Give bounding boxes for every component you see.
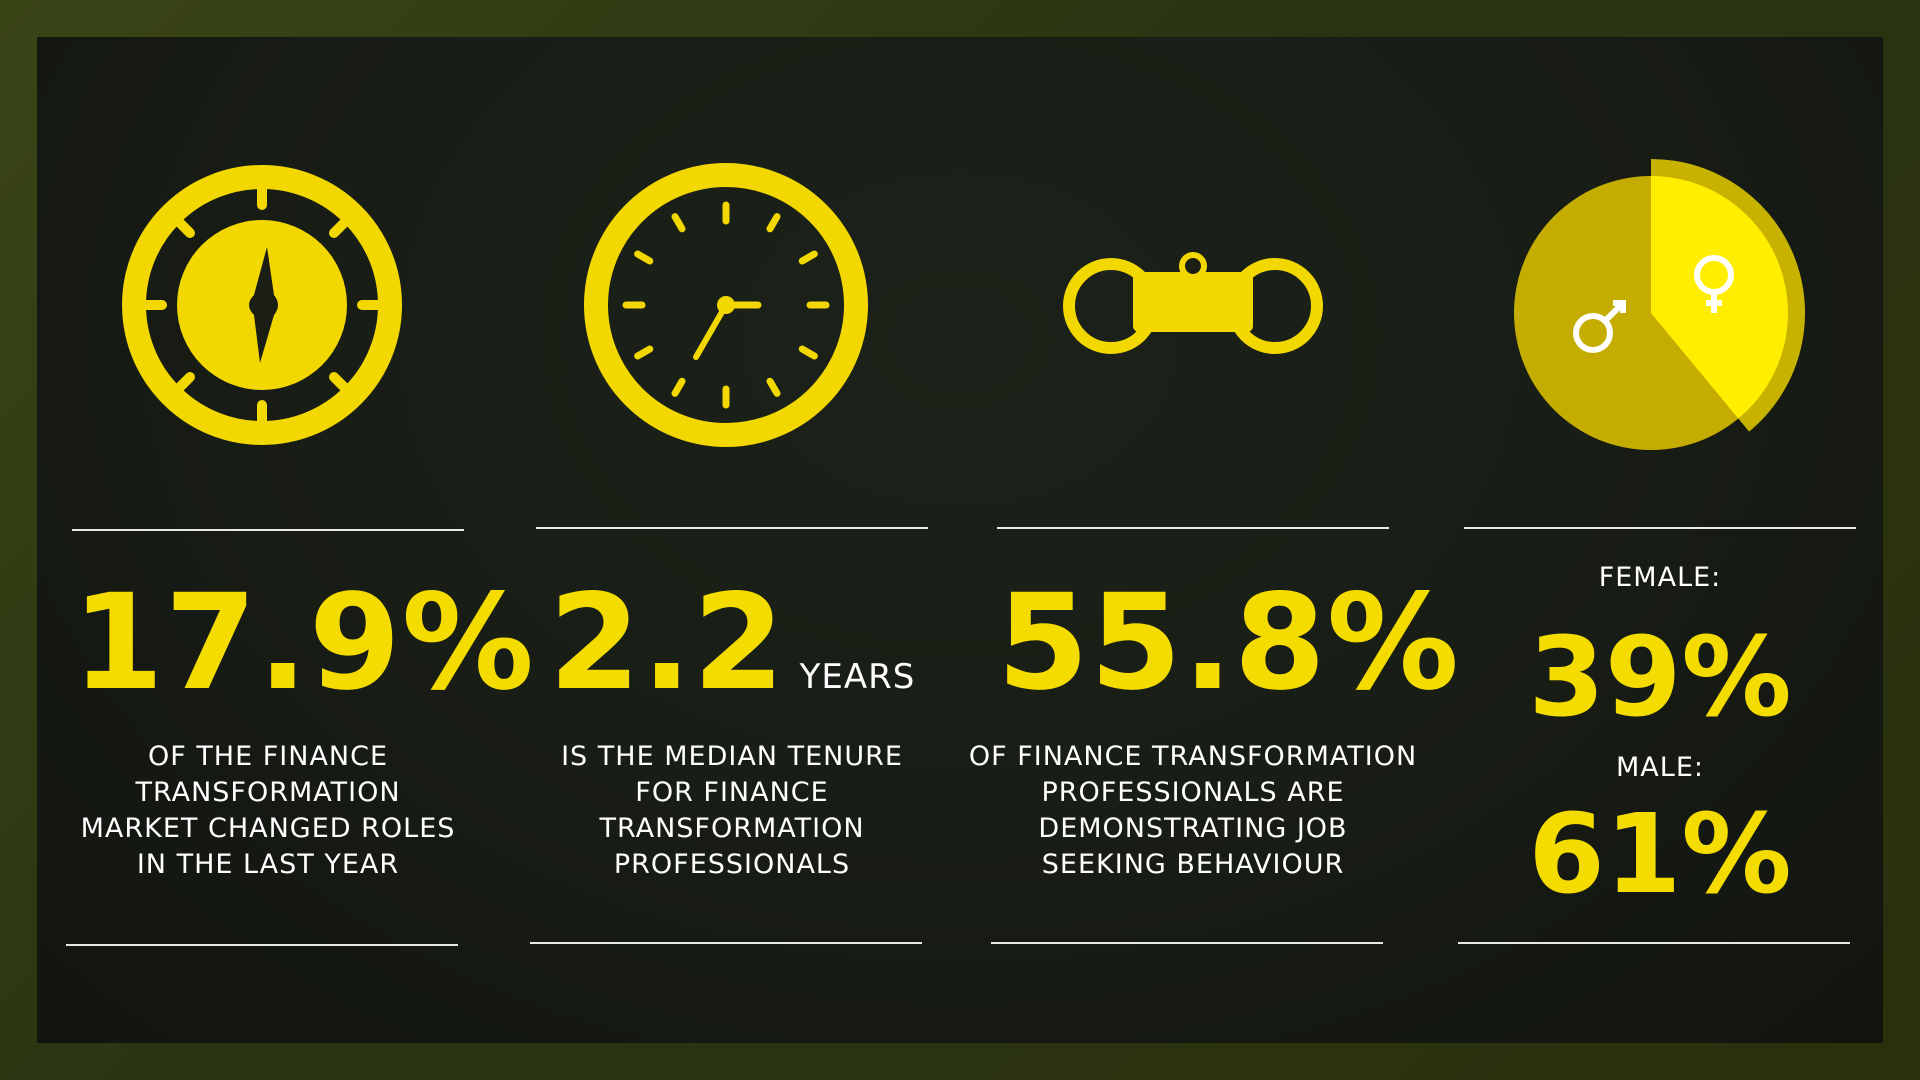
infographic-panel: 17.9% OF THE FINANCE TRANSFORMATION MARKET…: [37, 37, 1883, 1043]
stat-description: OF THE FINANCE TRANSFORMATION MARKET CHANG…: [80, 741, 456, 880]
stat-description: OF FINANCE TRANSFORMATION PROFESSIONALS A…: [968, 741, 1418, 880]
clock-tick: [766, 377, 781, 397]
divider-bottom: [530, 942, 922, 944]
divider-bottom: [1458, 942, 1850, 944]
divider-bottom: [66, 944, 458, 946]
gender-pie-icon: [1514, 159, 1805, 450]
stat-value: 17.9%: [72, 566, 535, 720]
divider-bottom: [991, 942, 1383, 944]
male-symbol-icon: [1573, 300, 1626, 353]
divider-top: [1464, 527, 1856, 529]
divider-top: [536, 527, 928, 529]
clock-tick: [798, 345, 818, 360]
clock-icon: [584, 163, 868, 447]
clock-tick: [671, 213, 686, 233]
binoculars-icon: [1063, 252, 1323, 354]
clock-tick: [798, 250, 818, 265]
clock-tick: [671, 377, 686, 397]
clock-tick: [634, 250, 654, 265]
stat-unit: YEARS: [799, 657, 916, 697]
female-label: FEMALE:: [1598, 562, 1722, 593]
pie-female-slice: [1651, 176, 1788, 419]
male-value: 61%: [1528, 790, 1792, 918]
stat-description: IS THE MEDIAN TENURE FOR FINANCE TRANSFORM…: [561, 741, 903, 880]
stat-value: 2.2 YEARS: [548, 566, 916, 720]
male-label: MALE:: [1616, 752, 1704, 783]
divider-top: [72, 529, 464, 531]
compass-icon: [122, 165, 402, 445]
stat-value: 55.8%: [997, 566, 1460, 720]
female-symbol-icon: [1694, 255, 1734, 313]
clock-tick: [634, 345, 654, 360]
divider-top: [997, 527, 1389, 529]
clock-tick: [766, 213, 781, 233]
female-value: 39%: [1528, 613, 1792, 741]
